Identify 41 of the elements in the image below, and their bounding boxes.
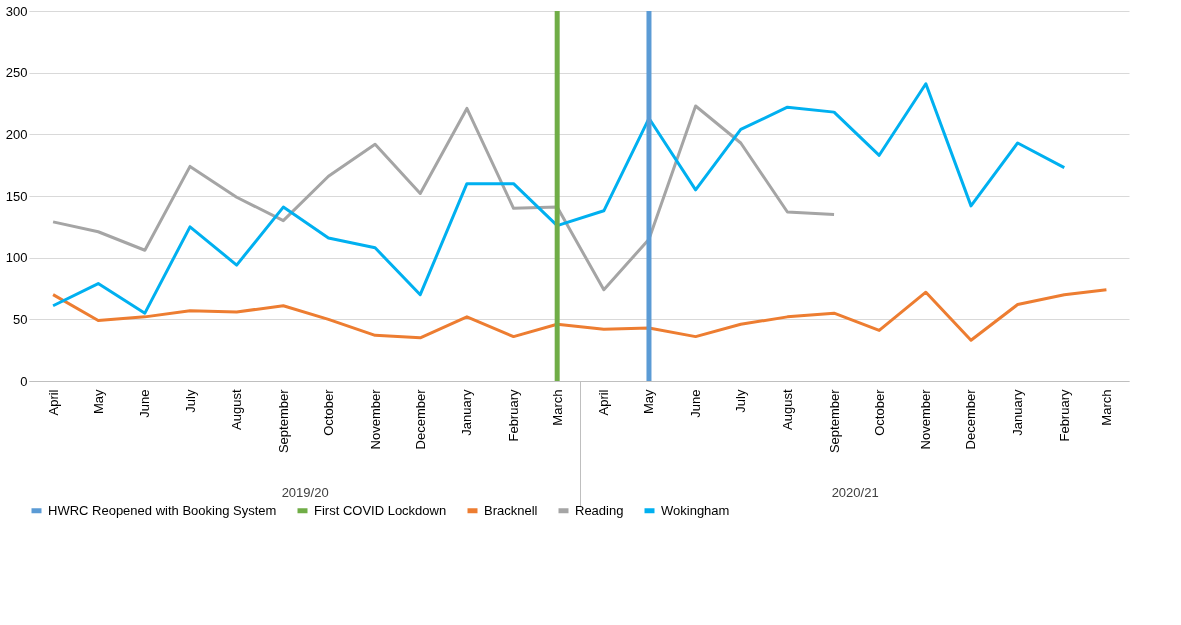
x-tick-label: May bbox=[90, 389, 106, 415]
y-tick-label: 50 bbox=[13, 311, 28, 327]
legend-label: Reading bbox=[575, 502, 624, 518]
y-tick-label: 150 bbox=[5, 188, 28, 204]
line-series bbox=[51, 104, 836, 292]
y-tick-label: 250 bbox=[5, 65, 28, 81]
y-tick-label: 200 bbox=[5, 126, 28, 142]
line-series bbox=[51, 82, 1066, 315]
text: 2020/21 bbox=[831, 485, 879, 500]
x-tick-label: March bbox=[549, 389, 565, 426]
x-tick-label: January bbox=[1010, 389, 1026, 436]
y-tick-label: 300 bbox=[5, 3, 28, 19]
x-tick-label: May bbox=[641, 389, 657, 415]
x-tick-label: February bbox=[506, 389, 522, 442]
legend-label: HWRC Reopened with Booking System bbox=[48, 502, 277, 518]
y-tick-label: 100 bbox=[5, 250, 28, 266]
x-tick-label: November bbox=[918, 388, 934, 450]
x-tick-label: October bbox=[320, 388, 336, 436]
x-tick-label: August bbox=[229, 389, 245, 430]
x-tick-label: April bbox=[596, 389, 612, 416]
x-tick-label: July bbox=[182, 389, 198, 413]
legend-label: Bracknell bbox=[484, 502, 538, 518]
x-tick-label: December bbox=[412, 388, 428, 450]
x-tick-label: November bbox=[367, 388, 383, 450]
x-tick-label: March bbox=[1098, 389, 1114, 426]
y-tick-label: 0 bbox=[20, 373, 28, 389]
x-tick-label: April bbox=[45, 389, 61, 416]
x-tick-label: October bbox=[871, 388, 887, 436]
x-tick-label: September bbox=[275, 388, 291, 454]
x-tick-label: September bbox=[826, 388, 842, 454]
x-tick-label: August bbox=[779, 389, 795, 430]
line-series bbox=[51, 288, 1108, 342]
x-tick-label: June bbox=[137, 389, 153, 418]
x-tick-label: January bbox=[459, 389, 475, 436]
text: 2019/20 bbox=[281, 485, 329, 500]
x-tick-label: June bbox=[688, 389, 704, 418]
legend-label: First COVID Lockdown bbox=[314, 502, 447, 518]
x-tick-label: December bbox=[963, 388, 979, 450]
x-tick-label: February bbox=[1056, 389, 1072, 442]
legend-label: Wokingham bbox=[661, 502, 730, 518]
x-tick-label: July bbox=[733, 389, 749, 413]
